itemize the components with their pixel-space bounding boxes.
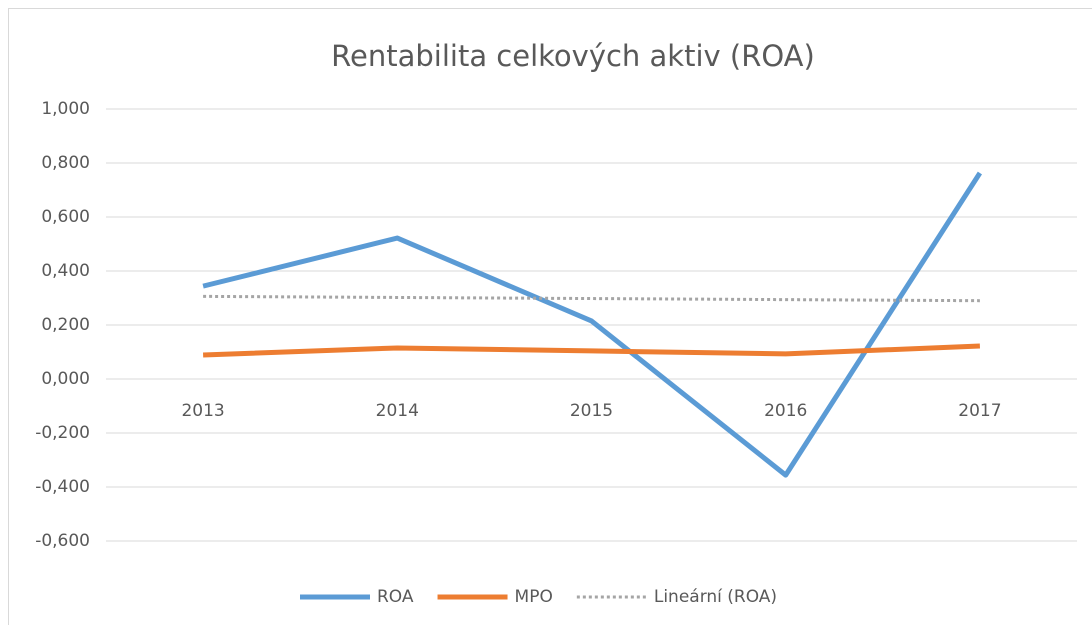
y-tick-label: 0,400 xyxy=(41,261,90,281)
y-tick-label: 0,200 xyxy=(41,315,90,335)
legend-label: ROA xyxy=(377,587,414,607)
y-tick-label: 0,600 xyxy=(41,207,90,227)
chart-border xyxy=(8,8,1092,625)
y-tick-label: 0,000 xyxy=(41,369,90,389)
y-tick-label: 0,800 xyxy=(41,153,90,173)
y-tick-label: -0,200 xyxy=(35,423,90,443)
series-line xyxy=(202,171,983,478)
x-tick-label: 2013 xyxy=(181,401,224,421)
x-tick-label: 2014 xyxy=(376,401,419,421)
series-line xyxy=(203,343,981,358)
y-tick-label: 1,000 xyxy=(41,99,90,119)
x-tick-label: 2016 xyxy=(764,401,807,421)
chart-title: Rentabilita celkových aktiv (ROA) xyxy=(331,39,815,73)
y-tick-label: -0,400 xyxy=(35,477,90,497)
legend-label: MPO xyxy=(515,587,553,607)
legend-label: Lineární (ROA) xyxy=(654,587,777,607)
y-tick-label: -0,600 xyxy=(35,531,90,551)
x-tick-label: 2017 xyxy=(958,401,1001,421)
x-tick-label: 2015 xyxy=(570,401,613,421)
